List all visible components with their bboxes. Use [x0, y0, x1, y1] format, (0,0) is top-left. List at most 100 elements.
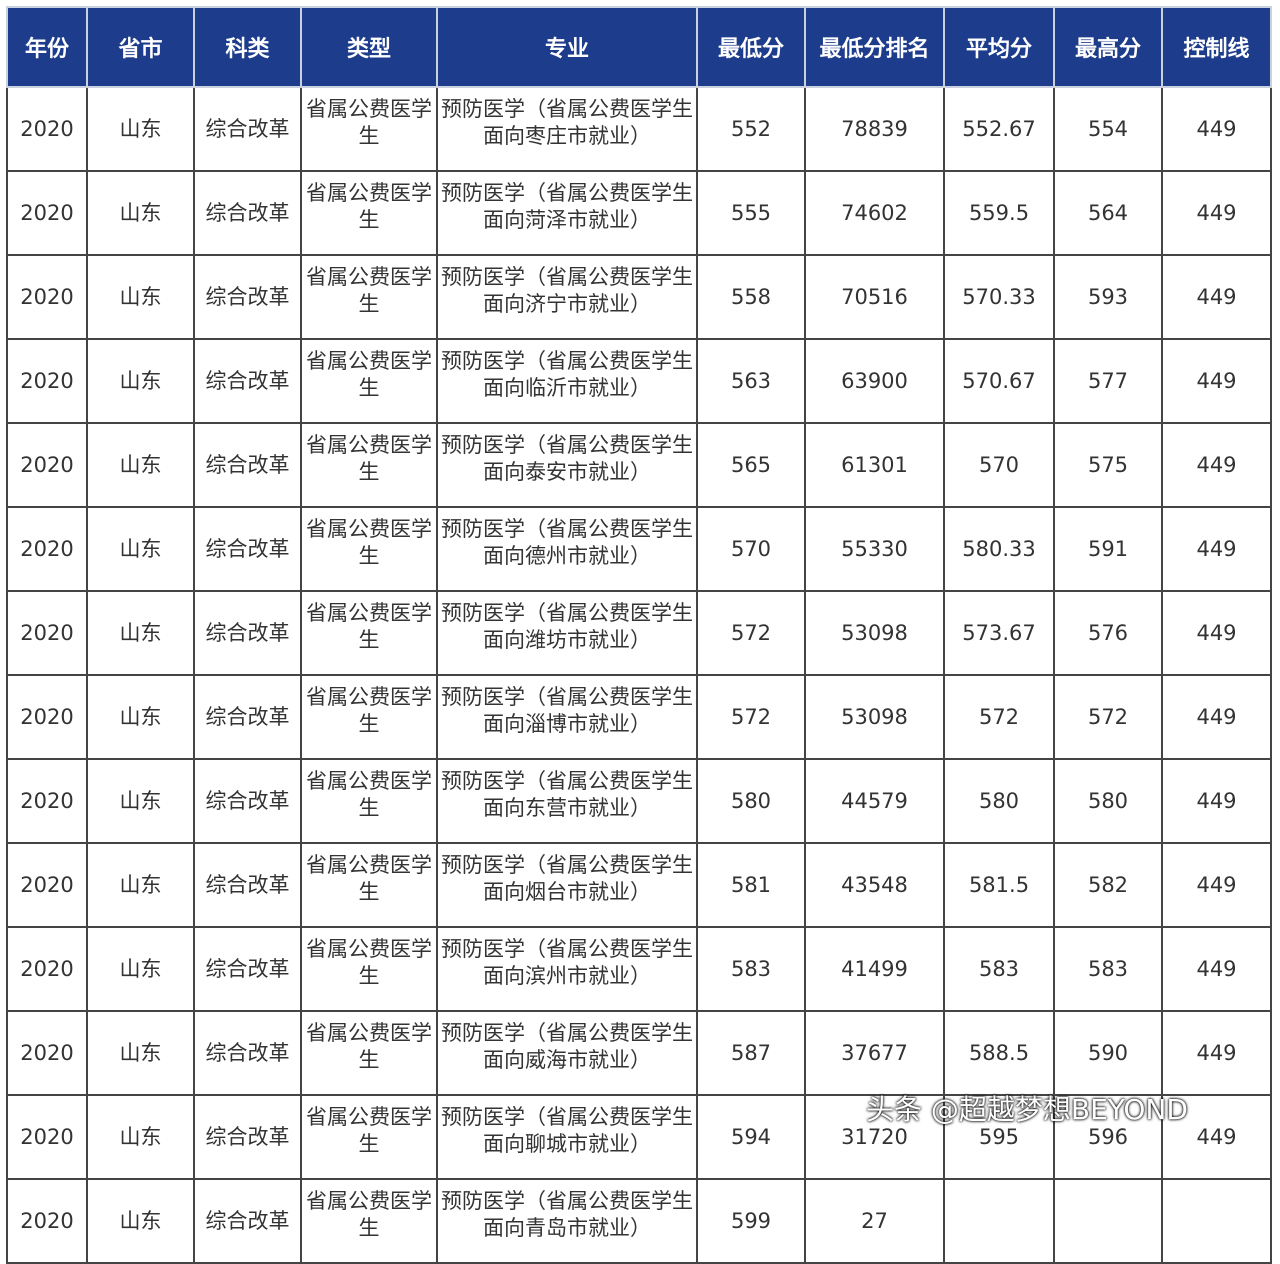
table-row: 2020 山东 综合改革 省属公费医学生 预防医学（省属公费医学生面向潍坊市就业） 572…	[6, 590, 1272, 676]
watermark: 头条 @超越梦想BEYOND	[866, 1093, 1188, 1126]
table-cell: 588.5	[943, 1010, 1055, 1096]
table-cell: 594	[696, 1094, 806, 1180]
header-cell: 平均分	[943, 6, 1055, 88]
table-cell: 综合改革	[193, 842, 302, 928]
table-row: 2020 山东 综合改革 省属公费医学生 预防医学（省属公费医学生面向威海市就业） 587…	[6, 1010, 1272, 1096]
table-cell	[1053, 1178, 1163, 1264]
table-body: 2020 山东 综合改革 省属公费医学生 预防医学（省属公费医学生面向枣庄市就业） 552…	[6, 86, 1272, 1264]
table-cell: 582	[1053, 842, 1163, 928]
table-cell: 2020	[6, 1094, 88, 1180]
table-cell: 554	[1053, 86, 1163, 172]
table-cell: 449	[1161, 674, 1272, 760]
table-cell: 山东	[86, 254, 195, 340]
table-cell: 573.67	[943, 590, 1055, 676]
header-cell: 控制线	[1161, 6, 1272, 88]
table-cell: 449	[1161, 422, 1272, 508]
header-cell: 专业	[436, 6, 698, 88]
header-cell: 最高分	[1053, 6, 1163, 88]
table-cell: 2020	[6, 590, 88, 676]
table-cell: 山东	[86, 422, 195, 508]
table-cell: 552.67	[943, 86, 1055, 172]
table-cell: 583	[1053, 926, 1163, 1012]
table-cell: 山东	[86, 590, 195, 676]
table-cell: 570	[943, 422, 1055, 508]
header-cell: 最低分排名	[804, 6, 945, 88]
table-row: 2020 山东 综合改革 省属公费医学生 预防医学（省属公费医学生面向济宁市就业） 558…	[6, 254, 1272, 340]
table-cell: 综合改革	[193, 170, 302, 256]
table-row: 2020 山东 综合改革 省属公费医学生 预防医学（省属公费医学生面向临沂市就业） 563…	[6, 338, 1272, 424]
page-body: 年份 省市 科类 类型 专业 最低分 最低分排名 平均分 最高分 控制线 2020 山东 综合改革 省属…	[6, 6, 1272, 1264]
table-cell: 449	[1161, 506, 1272, 592]
table-cell: 综合改革	[193, 506, 302, 592]
table-cell: 576	[1053, 590, 1163, 676]
table-cell: 省属公费医学生	[300, 506, 438, 592]
table-cell: 581	[696, 842, 806, 928]
table-cell: 572	[1053, 674, 1163, 760]
table-cell: 587	[696, 1010, 806, 1096]
table-cell: 27	[804, 1178, 945, 1264]
table-cell: 预防医学（省属公费医学生面向济宁市就业）	[436, 254, 698, 340]
table-cell: 预防医学（省属公费医学生面向泰安市就业）	[436, 422, 698, 508]
table-cell: 558	[696, 254, 806, 340]
table-cell: 山东	[86, 338, 195, 424]
table-cell: 预防医学（省属公费医学生面向滨州市就业）	[436, 926, 698, 1012]
table-row: 2020 山东 综合改革 省属公费医学生 预防医学（省属公费医学生面向德州市就业） 570…	[6, 506, 1272, 592]
header-row: 年份 省市 科类 类型 专业 最低分 最低分排名 平均分 最高分 控制线	[6, 6, 1272, 88]
table-cell: 53098	[804, 674, 945, 760]
table-cell: 山东	[86, 1094, 195, 1180]
table-cell: 572	[696, 674, 806, 760]
table-cell: 41499	[804, 926, 945, 1012]
table-cell: 2020	[6, 422, 88, 508]
table-row: 2020 山东 综合改革 省属公费医学生 预防医学（省属公费医学生面向青岛市就业） 599…	[6, 1178, 1272, 1264]
table-cell: 2020	[6, 254, 88, 340]
table-cell: 552	[696, 86, 806, 172]
table-cell: 575	[1053, 422, 1163, 508]
table-cell: 综合改革	[193, 86, 302, 172]
table-row: 2020 山东 综合改革 省属公费医学生 预防医学（省属公费医学生面向枣庄市就业） 552…	[6, 86, 1272, 172]
table-cell: 省属公费医学生	[300, 842, 438, 928]
table-cell: 综合改革	[193, 338, 302, 424]
table-cell: 山东	[86, 758, 195, 844]
table-cell: 山东	[86, 1178, 195, 1264]
table-cell: 预防医学（省属公费医学生面向青岛市就业）	[436, 1178, 698, 1264]
table-cell: 省属公费医学生	[300, 254, 438, 340]
table-cell: 449	[1161, 758, 1272, 844]
header-cell: 类型	[300, 6, 438, 88]
table-cell: 570.67	[943, 338, 1055, 424]
table-cell: 山东	[86, 1010, 195, 1096]
table-cell: 583	[943, 926, 1055, 1012]
table-cell: 449	[1161, 86, 1272, 172]
table-cell: 563	[696, 338, 806, 424]
table-cell: 565	[696, 422, 806, 508]
table-cell: 564	[1053, 170, 1163, 256]
table-cell: 2020	[6, 926, 88, 1012]
table-cell: 577	[1053, 338, 1163, 424]
table-cell: 37677	[804, 1010, 945, 1096]
table-cell: 省属公费医学生	[300, 1178, 438, 1264]
table-cell	[943, 1178, 1055, 1264]
table-cell: 43548	[804, 842, 945, 928]
table-cell: 省属公费医学生	[300, 1010, 438, 1096]
table-cell: 449	[1161, 1010, 1272, 1096]
table-cell: 综合改革	[193, 422, 302, 508]
table-cell: 591	[1053, 506, 1163, 592]
table-cell: 2020	[6, 170, 88, 256]
table-cell: 省属公费医学生	[300, 758, 438, 844]
table-cell: 449	[1161, 926, 1272, 1012]
table-cell: 555	[696, 170, 806, 256]
table-cell: 山东	[86, 842, 195, 928]
table-row: 2020 山东 综合改革 省属公费医学生 预防医学（省属公费医学生面向烟台市就业） 581…	[6, 842, 1272, 928]
table-cell: 599	[696, 1178, 806, 1264]
table-cell: 综合改革	[193, 674, 302, 760]
table-cell: 583	[696, 926, 806, 1012]
table-cell: 74602	[804, 170, 945, 256]
table-row: 2020 山东 综合改革 省属公费医学生 预防医学（省属公费医学生面向淄博市就业） 572…	[6, 674, 1272, 760]
table-cell: 综合改革	[193, 590, 302, 676]
table-cell: 580	[696, 758, 806, 844]
table-cell: 55330	[804, 506, 945, 592]
table-cell: 559.5	[943, 170, 1055, 256]
table-cell: 78839	[804, 86, 945, 172]
table-cell: 580	[1053, 758, 1163, 844]
table-cell: 449	[1161, 338, 1272, 424]
table-cell: 580.33	[943, 506, 1055, 592]
